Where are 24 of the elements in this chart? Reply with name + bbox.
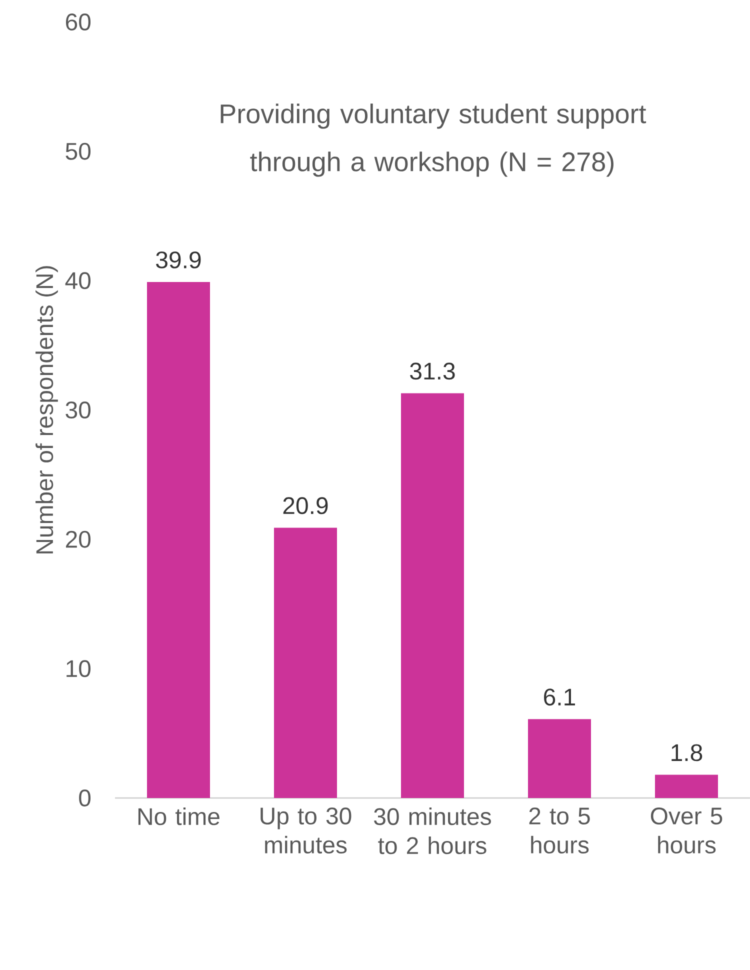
y-tick-label: 10 <box>66 660 91 678</box>
x-tick-label: Over 5 hours <box>650 808 722 854</box>
bar <box>274 528 337 798</box>
data-label: 1.8 <box>672 744 702 762</box>
y-tick-label: 0 <box>79 790 91 806</box>
x-tick-label: Up to 30 minutes <box>260 808 352 854</box>
bar <box>147 282 210 798</box>
y-axis-title: Number of respondents (N) <box>36 266 58 554</box>
bar <box>400 393 464 798</box>
y-tick-label: 60 <box>66 14 91 31</box>
data-label: 6.1 <box>544 688 575 706</box>
bar <box>654 774 718 798</box>
x-tick-label: No time <box>138 808 220 826</box>
y-tick-label: 20 <box>66 530 91 548</box>
x-tick-label: 2 to 5 hours <box>529 808 590 854</box>
y-tick-label: 30 <box>66 402 91 418</box>
x-tick-label: 30 minutes to 2 hours <box>374 808 491 854</box>
data-label: 39.9 <box>156 251 201 268</box>
data-label: 20.9 <box>283 497 328 514</box>
y-tick-label: 50 <box>66 142 91 160</box>
bar <box>528 719 591 798</box>
text: Providing voluntary student support through a workshop (N = 278) <box>220 104 646 177</box>
y-tick-label: 40 <box>65 272 91 290</box>
data-label: 31.3 <box>410 362 455 380</box>
